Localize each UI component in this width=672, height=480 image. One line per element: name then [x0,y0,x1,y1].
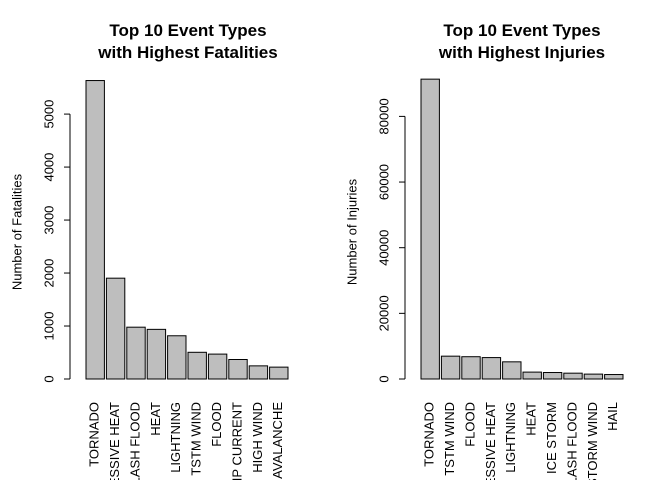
bar [583,373,604,380]
x-tick-label: FLASH FLOOD [127,402,142,480]
x-tick-label: HAIL [605,402,620,431]
x-tick-label: HEAT [524,402,539,436]
x-tick-label: FLASH FLOOD [564,402,579,480]
x-tick-label: FLOOD [462,402,477,447]
y-tick-label: 4000 [41,153,56,182]
x-tick-label: TSTM WIND [189,402,204,476]
chart-title: with Highest Injuries [438,43,605,62]
bar [420,78,440,380]
y-tick-label: 5000 [41,100,56,129]
bar [542,372,563,380]
y-axis-label: Number of Injuries [344,178,359,285]
x-tick-label: TSTM WIND [442,402,457,476]
bar [105,277,126,380]
x-tick-label: ICE STORM [544,402,559,474]
y-tick-label: 0 [376,375,391,382]
y-tick-label: 1000 [41,312,56,341]
x-tick-label: EXCESSIVE HEAT [107,402,122,480]
bar [604,374,624,380]
y-tick-label: 0 [41,375,56,382]
chart-title: Top 10 Event Types [109,21,266,40]
y-tick-label: 80000 [376,98,391,134]
bar [146,328,167,380]
chart-title: with Highest Fatalities [97,43,277,62]
x-tick-label: THUNDERSTORM WIND [585,402,600,480]
bar [126,326,146,380]
x-tick-label: RIP CURRENT [229,402,244,480]
bar [461,356,481,380]
y-tick-label: 2000 [41,259,56,288]
bar [481,357,502,380]
x-tick-label: AVALANCHE [270,402,285,479]
x-tick-label: TORNADO [422,402,437,467]
bar [563,372,583,380]
bar [228,359,248,380]
y-tick-label: 3000 [41,206,56,235]
bar [248,365,269,380]
bar [440,355,461,380]
x-tick-label: FLOOD [209,402,224,447]
bar [85,80,105,380]
chart-title: Top 10 Event Types [443,21,600,40]
bar [167,335,187,380]
y-tick-label: 60000 [376,164,391,200]
x-tick-label: LIGHTNING [503,402,518,473]
y-tick-label: 20000 [376,295,391,331]
x-tick-label: LIGHTNING [168,402,183,473]
y-axis-label: Number of Fatalities [9,173,24,290]
x-tick-label: HEAT [148,402,163,436]
bar [502,361,522,380]
bar [187,351,207,380]
x-tick-label: HIGH WIND [250,402,265,473]
x-tick-label: TORNADO [87,402,102,467]
bar [207,353,228,380]
bar [269,366,289,380]
y-tick-label: 40000 [376,230,391,266]
x-tick-label: EXCESSIVE HEAT [483,402,498,480]
bar [522,371,542,380]
